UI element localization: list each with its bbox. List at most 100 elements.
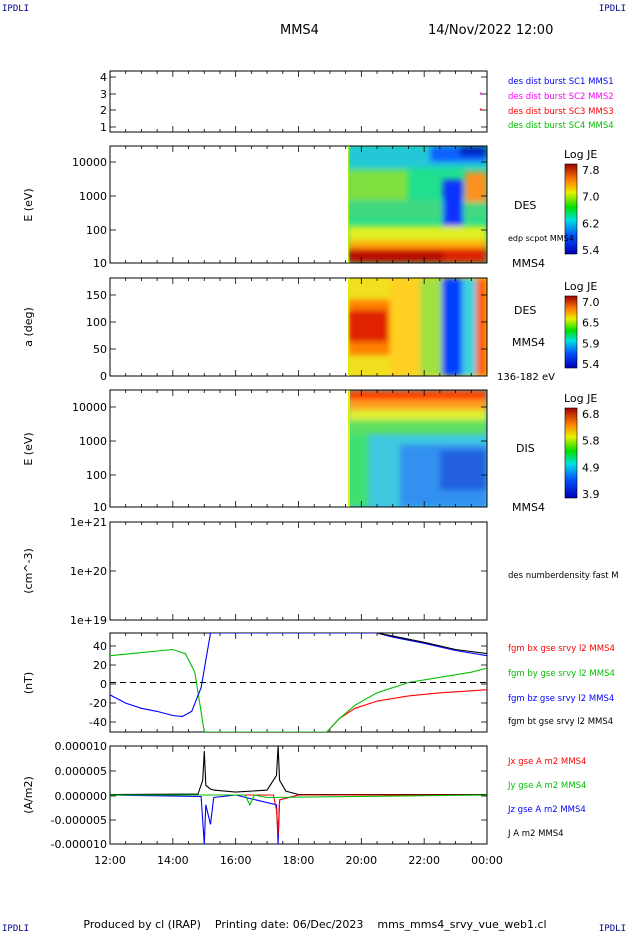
des-pitch-y-tick-label: 50 [93, 343, 107, 356]
current-series-line [110, 746, 487, 796]
des-energy-side-label: MMS4 [512, 257, 545, 270]
burst-y-tick-label: 2 [100, 104, 107, 117]
dis-energy-y-tick-label: 10 [93, 501, 107, 514]
current-legend-label: Jy gse A m2 MMS4 [507, 781, 586, 791]
des-pitch-y-tick-label: 0 [100, 370, 107, 383]
bfield-series-line [110, 648, 487, 732]
des-energy-colorbar-tick: 7.8 [582, 164, 600, 177]
footer: Produced by cl (IRAP) Printing date: 06/… [0, 918, 630, 931]
bfield-y-tick-label: -40 [89, 716, 107, 729]
des-energy-y-tick-label: 1000 [79, 190, 107, 203]
dis-energy-colorbar-tick: 5.8 [582, 435, 600, 448]
current-y-tick-label: 0.000010 [55, 740, 108, 753]
x-tick-label: 18:00 [283, 854, 315, 867]
des-energy-colorbar-tick: 5.4 [582, 244, 600, 257]
dis-energy-colorbar-tick: 6.8 [582, 408, 600, 421]
des-energy-y-tick-label: 100 [86, 224, 107, 237]
bfield-series-line [110, 633, 487, 718]
bfield-series-line [376, 633, 487, 655]
footer-filename: mms_mms4_srvy_vue_web1.cl [377, 918, 547, 931]
bfield-y-axis-label: (nT) [22, 672, 35, 694]
current-y-tick-label: 0.000000 [55, 790, 108, 803]
burst-y-tick-label: 1 [100, 121, 107, 134]
density-y-tick-label: 1e+21 [70, 516, 107, 529]
des-energy-side-label: DES [514, 199, 536, 212]
x-tick-label: 22:00 [408, 854, 440, 867]
des-pitch-side-label: MMS4 [512, 336, 545, 349]
current-y-tick-label: -0.000005 [51, 814, 107, 827]
dis-energy-colorbar-tick: 3.9 [582, 488, 600, 501]
bfield-legend-label: fgm bx gse srvy l2 MMS4 [508, 644, 615, 654]
des-energy-spectrogram [348, 146, 487, 263]
des-pitch-y-axis-label: a (deg) [22, 307, 35, 347]
des-pitch-colorbar-tick: 5.9 [582, 337, 600, 350]
dis-energy-side-label: DIS [516, 442, 535, 455]
footer-printing-date: Printing date: 06/Dec/2023 [214, 918, 364, 931]
colorbar-dis-energy [564, 407, 578, 499]
dis-energy-colorbar-title: Log JE [564, 392, 597, 405]
dis-energy-y-axis-label: E (eV) [22, 432, 35, 465]
bfield-legend-label: fgm by gse srvy l2 MMS4 [508, 669, 615, 679]
density-legend-label: des numberdensity fast M [508, 571, 619, 581]
current-series-line [110, 794, 487, 844]
corner-label-bottom-right: IPDLI [598, 924, 626, 934]
corner-label-top-left: IPDLI [2, 4, 30, 14]
current-y-tick-label: 0.000005 [55, 765, 108, 778]
des-pitch-y-tick-label: 100 [86, 316, 107, 329]
bfield-series-group [110, 633, 487, 732]
density-y-tick-label: 1e+19 [70, 614, 107, 627]
bfield-y-tick-label: -20 [89, 697, 107, 710]
dis-energy-spectrogram [348, 390, 487, 507]
burst-legend-label: des dist burst SC1 MMS1 [508, 77, 614, 87]
burst-y-tick-label: 4 [100, 71, 107, 84]
burst-legend-label: des dist burst SC4 MMS4 [508, 121, 614, 131]
spacecraft-title: MMS4 [280, 23, 319, 38]
des-energy-y-axis-label: E (eV) [22, 188, 35, 221]
burst-point [479, 92, 482, 95]
des-pitch-angle-spectrogram [348, 278, 487, 376]
dis-energy-colorbar-tick: 4.9 [582, 461, 600, 474]
corner-label-top-right: IPDLI [598, 4, 626, 14]
des-pitch-colorbar-tick: 7.0 [582, 296, 600, 309]
burst-legend-label: des dist burst SC2 MMS2 [508, 92, 614, 102]
dis-energy-side-label: MMS4 [512, 501, 545, 514]
datetime-title: 14/Nov/2022 12:00 [428, 23, 554, 38]
des-energy-colorbar-tick: 6.2 [582, 217, 600, 230]
current-y-axis-label: (A/m2) [22, 776, 35, 814]
x-tick-label: 20:00 [345, 854, 377, 867]
corner-label-bottom-left: IPDLI [2, 924, 30, 934]
des-energy-y-tick-label: 10000 [72, 156, 107, 169]
des-energy-colorbar-tick: 7.0 [582, 191, 600, 204]
bfield-y-tick-label: 40 [93, 640, 107, 653]
density-y-tick-label: 1e+20 [70, 565, 107, 578]
current-y-tick-label: -0.000010 [51, 838, 107, 851]
des-pitch-colorbar-tick: 5.4 [582, 358, 600, 371]
dis-energy-y-tick-label: 100 [86, 469, 107, 482]
footer-produced-by: Produced by cl (IRAP) [83, 918, 201, 931]
des-pitch-side-label: DES [514, 304, 536, 317]
current-legend-label: J A m2 MMS4 [507, 829, 564, 839]
des-energy-side-label: edp scpot MMS4 [508, 234, 574, 243]
burst-y-tick-label: 3 [100, 88, 107, 101]
current-series-line [110, 794, 487, 807]
current-legend-label: Jx gse A m2 MMS4 [507, 757, 586, 767]
bfield-y-tick-label: 0 [100, 678, 107, 691]
x-tick-label: 12:00 [94, 854, 126, 867]
des-energy-colorbar-title: Log JE [564, 148, 597, 161]
x-tick-label: 14:00 [157, 854, 189, 867]
des-pitch-colorbar-title: Log JE [564, 280, 597, 293]
des-pitch-y-tick-label: 150 [86, 289, 107, 302]
x-tick-label: 16:00 [220, 854, 252, 867]
current-series-group [110, 746, 487, 844]
colorbar-des-pitch [564, 295, 578, 369]
bfield-y-tick-label: 20 [93, 659, 107, 672]
burst-legend-label: des dist burst SC3 MMS3 [508, 107, 614, 117]
dis-energy-y-tick-label: 10000 [72, 401, 107, 414]
x-tick-label: 00:00 [471, 854, 503, 867]
des-pitch-side-label: 136-182 eV [497, 372, 555, 383]
bfield-legend-label: fgm bt gse srvy l2 MMS4 [508, 717, 613, 727]
density-panel-frame [109, 521, 488, 621]
current-series-line [110, 794, 487, 835]
des-pitch-colorbar-tick: 6.5 [582, 317, 600, 330]
